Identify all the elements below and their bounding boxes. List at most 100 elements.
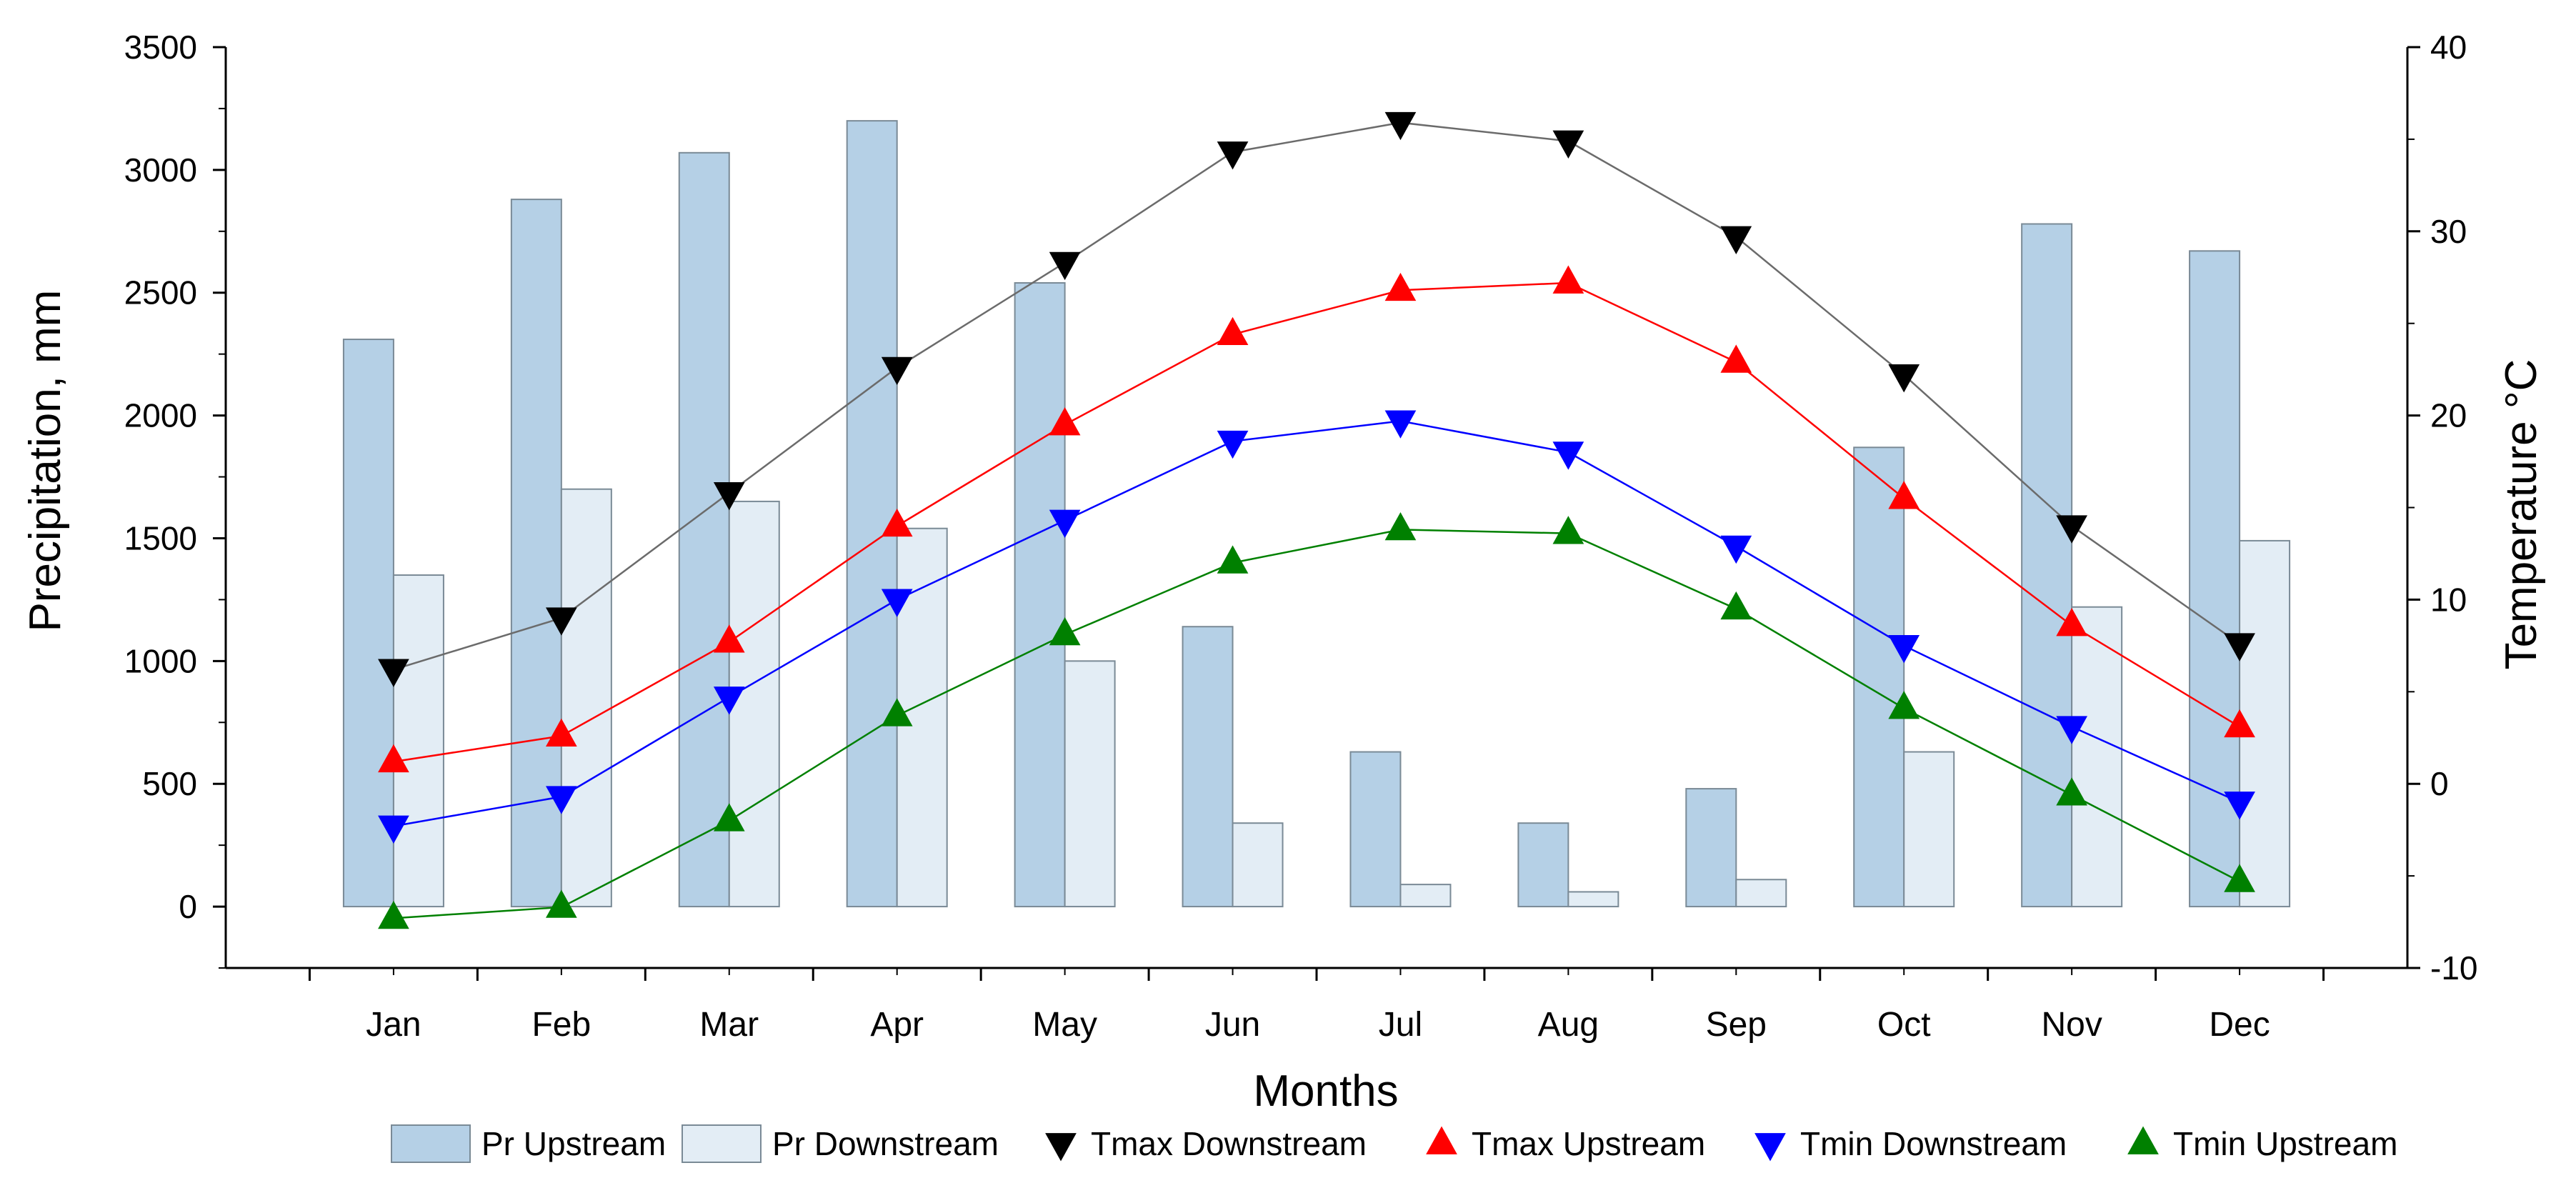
legend-label-pr-upstream: Pr Upstream (481, 1125, 666, 1162)
marker-tmax-upstream-feb (545, 718, 577, 747)
marker-tmax-downstream-jun (1217, 141, 1249, 170)
marker-tmax-upstream-oct (1888, 481, 1920, 509)
line-tmin-downstream (393, 420, 2240, 827)
marker-tmin-upstream-apr (881, 698, 913, 727)
x-tick-label-jun: Jun (1205, 1006, 1260, 1044)
bar-pr-downstream-feb (560, 488, 612, 908)
line-tmax-downstream (393, 121, 2240, 671)
marker-tmin-downstream-oct (1888, 634, 1920, 664)
marker-tmax-upstream-dec (2224, 709, 2255, 738)
bar-pr-upstream-jun (1182, 626, 1234, 908)
marker-tmin-downstream-feb (545, 786, 577, 814)
y-right-tick-label-40: 40 (2430, 29, 2467, 66)
bar-pr-downstream-jul (1399, 884, 1452, 908)
x-tick-label-may: May (1032, 1006, 1097, 1044)
marker-tmin-upstream-mar (713, 803, 745, 832)
legend-label-tmax-upstream: Tmax Upstream (1472, 1125, 1705, 1162)
marker-tmin-upstream-jul (1384, 511, 1417, 541)
legend-label-tmin-upstream: Tmin Upstream (2173, 1125, 2397, 1162)
marker-tmax-downstream-mar (713, 482, 745, 511)
marker-tmax-upstream-mar (713, 624, 745, 653)
legend: Pr Upstream Pr Downstream Tmax Downstream T… (391, 1124, 2397, 1163)
marker-tmin-upstream-nov (2056, 777, 2088, 806)
x-tick-label-apr: Apr (870, 1006, 924, 1044)
y-left-tick-label-2500: 2500 (124, 274, 197, 311)
y-right-tick-label-0: 0 (2430, 765, 2449, 802)
marker-tmax-upstream-sep (1720, 344, 1752, 373)
marker-tmin-downstream-jun (1217, 430, 1249, 459)
x-tick-label-oct: Oct (1877, 1006, 1931, 1044)
marker-tmin-upstream-aug (1552, 516, 1584, 544)
x-tick-label-sep: Sep (1706, 1006, 1767, 1044)
marker-tmin-downstream-jan (378, 815, 409, 844)
x-tick-label-aug: Aug (1538, 1006, 1599, 1044)
y-right-tick-label-10: 10 (2430, 581, 2467, 618)
x-tick-label-jul: Jul (1379, 1006, 1422, 1044)
marker-tmax-downstream-aug (1552, 130, 1584, 159)
legend-swatch-pr-upstream (391, 1124, 471, 1163)
marker-tmin-upstream-feb (545, 889, 577, 918)
legend-marker-tmax-downstream (1045, 1133, 1077, 1162)
y-left-tick-label-3500: 3500 (124, 29, 197, 66)
y-right-tick-label-20: 20 (2430, 397, 2467, 434)
bar-pr-downstream-nov (2071, 606, 2123, 908)
bar-pr-downstream-sep (1735, 879, 1787, 908)
bar-pr-downstream-jan (392, 574, 444, 908)
x-axis-label: Months (1253, 1067, 1398, 1116)
marker-tmax-downstream-oct (1888, 364, 1920, 393)
bar-pr-upstream-aug (1517, 822, 1569, 908)
bar-pr-downstream-mar (728, 500, 780, 908)
marker-tmin-downstream-sep (1720, 535, 1752, 564)
marker-tmax-upstream-jul (1384, 272, 1417, 301)
y-left-tick-label-1000: 1000 (124, 642, 197, 679)
legend-swatch-pr-downstream (682, 1124, 762, 1163)
y-left-tick-label-1500: 1500 (124, 519, 197, 556)
marker-tmax-downstream-nov (2056, 515, 2088, 544)
marker-tmax-downstream-dec (2224, 633, 2255, 662)
bar-pr-upstream-apr (846, 120, 898, 908)
x-tick-label-feb: Feb (531, 1006, 591, 1044)
marker-tmax-upstream-jun (1217, 316, 1249, 346)
marker-tmax-upstream-may (1049, 407, 1081, 436)
bar-pr-upstream-dec (2189, 250, 2241, 908)
marker-tmin-downstream-aug (1552, 441, 1584, 470)
marker-tmin-downstream-mar (713, 687, 745, 715)
y-left-tick-label-2000: 2000 (124, 397, 197, 434)
bars-layer (342, 120, 2291, 908)
marker-tmin-upstream-sep (1720, 591, 1752, 620)
marker-tmax-downstream-jul (1384, 111, 1417, 141)
bar-pr-upstream-sep (1685, 788, 1737, 908)
marker-tmax-downstream-jan (378, 659, 409, 687)
bar-pr-downstream-jun (1232, 822, 1284, 908)
marker-tmin-upstream-jun (1217, 545, 1249, 574)
bar-pr-upstream-mar (678, 151, 730, 908)
bar-pr-downstream-may (1064, 660, 1116, 908)
y-axis-left-label: Precipitation, mm (21, 290, 70, 632)
marker-tmin-upstream-may (1049, 617, 1081, 646)
legend-label-pr-downstream: Pr Downstream (772, 1125, 999, 1162)
marker-tmax-downstream-feb (545, 607, 577, 636)
marker-tmax-downstream-sep (1720, 226, 1752, 254)
bar-pr-upstream-jul (1349, 751, 1402, 908)
marker-tmin-upstream-oct (1888, 691, 1920, 719)
legend-marker-tmin-upstream (2127, 1126, 2159, 1154)
marker-tmin-upstream-dec (2224, 864, 2255, 892)
x-tick-label-dec: Dec (2209, 1006, 2270, 1044)
y-left-tick-label-3000: 3000 (124, 151, 197, 189)
y-left-tick-label-500: 500 (142, 765, 197, 802)
x-tick-label-jan: Jan (366, 1006, 421, 1044)
marker-tmin-downstream-apr (881, 589, 913, 617)
line-tmax-upstream (393, 281, 2240, 763)
marker-tmin-downstream-jul (1384, 410, 1417, 439)
marker-tmax-downstream-may (1049, 251, 1081, 281)
bar-pr-upstream-jan (342, 339, 394, 908)
marker-tmax-upstream-apr (881, 508, 913, 537)
legend-marker-tmin-downstream (1754, 1133, 1786, 1162)
legend-label-tmin-downstream: Tmin Downstream (1800, 1125, 2067, 1162)
bar-pr-downstream-aug (1567, 891, 1619, 908)
marker-tmax-upstream-aug (1552, 265, 1584, 294)
y-right-tick-label--10: -10 (2430, 949, 2477, 987)
x-tick-label-mar: Mar (699, 1006, 759, 1044)
x-tick-label-nov: Nov (2041, 1006, 2102, 1044)
